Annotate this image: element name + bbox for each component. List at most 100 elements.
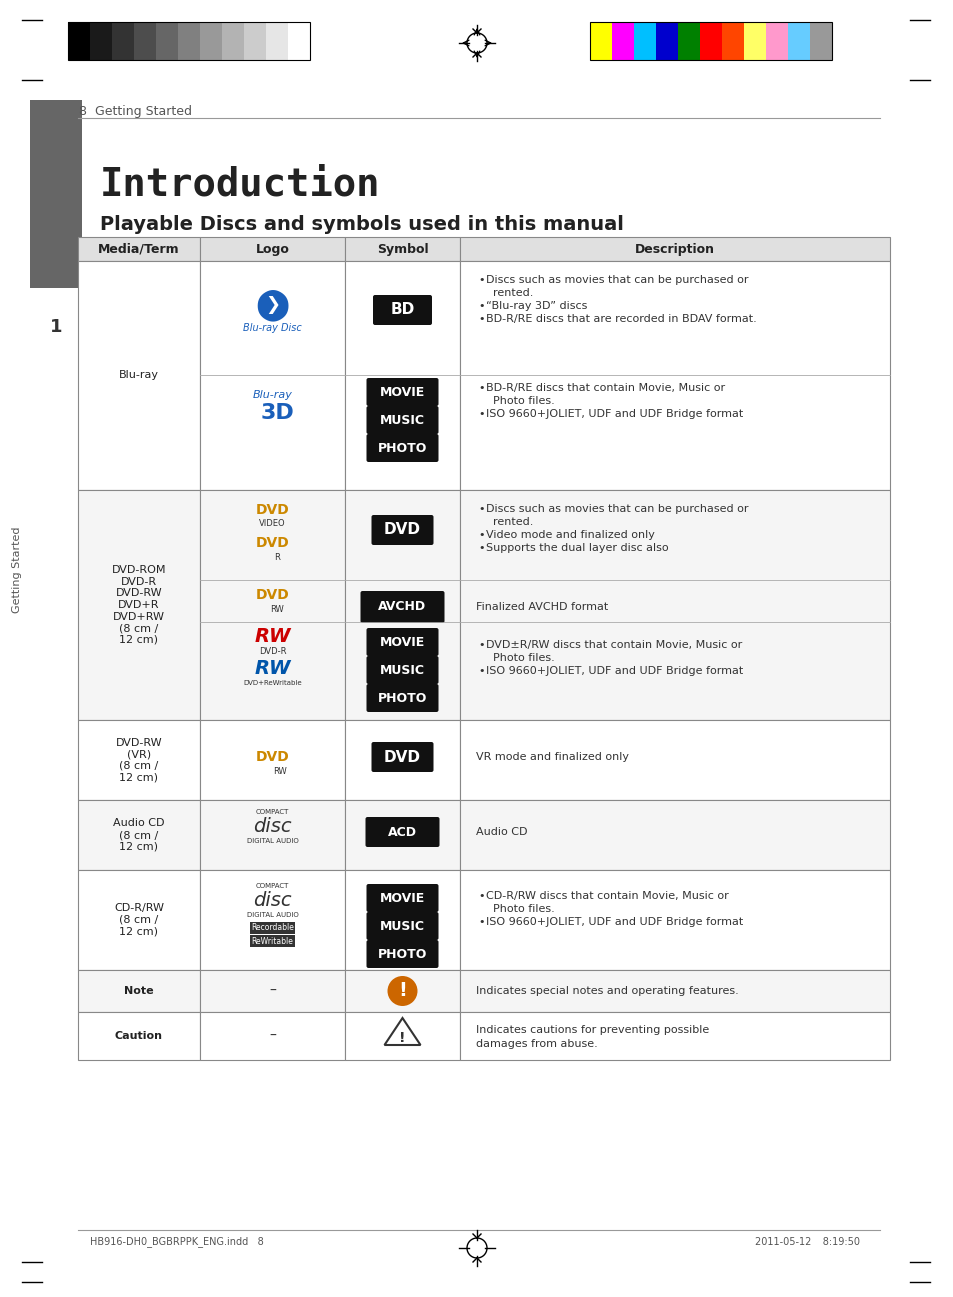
Bar — [78, 1012, 200, 1060]
Text: 2011-05-12    8:19:50: 2011-05-12 8:19:50 — [754, 1237, 859, 1246]
Text: Blu-ray Disc: Blu-ray Disc — [243, 323, 301, 333]
Text: DVD: DVD — [255, 503, 289, 518]
Bar — [678, 22, 700, 60]
Text: DVD±R/RW discs that contain Movie, Music or: DVD±R/RW discs that contain Movie, Music… — [485, 639, 741, 650]
Text: Photo files.: Photo files. — [485, 396, 554, 406]
FancyBboxPatch shape — [366, 885, 438, 912]
Bar — [200, 237, 345, 261]
Text: Caution: Caution — [115, 1031, 163, 1041]
Text: •: • — [477, 301, 484, 311]
Bar — [345, 237, 459, 261]
Text: rented.: rented. — [485, 518, 533, 527]
Bar — [200, 490, 345, 720]
Bar — [459, 800, 889, 870]
Bar — [200, 800, 345, 870]
FancyBboxPatch shape — [371, 742, 433, 772]
Bar — [345, 261, 459, 490]
Text: Getting Started: Getting Started — [95, 105, 192, 118]
Text: Indicates cautions for preventing possible: Indicates cautions for preventing possib… — [476, 1025, 708, 1035]
Text: 8: 8 — [78, 105, 86, 118]
Bar — [156, 22, 178, 60]
Bar — [345, 870, 459, 970]
Text: BD: BD — [390, 302, 415, 318]
Text: CD-R/RW
(8 cm /
12 cm): CD-R/RW (8 cm / 12 cm) — [113, 904, 164, 936]
Text: Audio CD: Audio CD — [476, 827, 527, 837]
Bar — [589, 22, 831, 60]
Text: 3D: 3D — [260, 403, 294, 423]
Bar — [78, 720, 200, 800]
Text: •: • — [477, 409, 484, 419]
Text: RW: RW — [271, 604, 284, 613]
Text: PHOTO: PHOTO — [377, 441, 427, 454]
Text: DIGITAL AUDIO: DIGITAL AUDIO — [247, 912, 298, 918]
Bar — [200, 1012, 345, 1060]
FancyBboxPatch shape — [366, 912, 438, 940]
Text: DVD: DVD — [255, 588, 289, 602]
Text: Supports the dual layer disc also: Supports the dual layer disc also — [485, 543, 668, 553]
Bar — [178, 22, 200, 60]
Text: RW: RW — [254, 659, 291, 677]
Bar — [589, 22, 612, 60]
Text: VR mode and finalized only: VR mode and finalized only — [476, 752, 628, 763]
Text: DVD: DVD — [255, 750, 289, 764]
Bar — [345, 1012, 459, 1060]
Text: Blu-ray: Blu-ray — [119, 371, 159, 380]
FancyBboxPatch shape — [366, 940, 438, 968]
Text: ISO 9660+JOLIET, UDF and UDF Bridge format: ISO 9660+JOLIET, UDF and UDF Bridge form… — [485, 409, 742, 419]
Text: DVD-ROM
DVD-R
DVD-RW
DVD+R
DVD+RW
(8 cm /
12 cm): DVD-ROM DVD-R DVD-RW DVD+R DVD+RW (8 cm … — [112, 565, 166, 645]
Text: Audio CD
(8 cm /
12 cm): Audio CD (8 cm / 12 cm) — [113, 818, 165, 852]
Bar — [809, 22, 831, 60]
Text: Video mode and finalized only: Video mode and finalized only — [485, 530, 654, 540]
Text: MUSIC: MUSIC — [379, 664, 424, 677]
Bar — [266, 22, 288, 60]
Text: rented.: rented. — [485, 288, 533, 298]
Text: DVD: DVD — [384, 750, 420, 764]
FancyBboxPatch shape — [373, 294, 432, 326]
Text: COMPACT: COMPACT — [255, 883, 289, 888]
Text: MOVIE: MOVIE — [379, 636, 425, 648]
Text: RW: RW — [274, 767, 287, 776]
Text: ACD: ACD — [388, 825, 416, 838]
Bar — [244, 22, 266, 60]
Text: damages from abuse.: damages from abuse. — [476, 1039, 598, 1049]
Bar — [222, 22, 244, 60]
Bar — [459, 720, 889, 800]
Bar — [78, 237, 200, 261]
Text: “Blu-ray 3D” discs: “Blu-ray 3D” discs — [485, 301, 587, 311]
Bar — [30, 100, 82, 291]
Text: •: • — [477, 383, 484, 393]
Text: Media/Term: Media/Term — [98, 243, 179, 256]
Text: CD-R/RW discs that contain Movie, Music or: CD-R/RW discs that contain Movie, Music … — [485, 891, 728, 901]
Text: DVD-R: DVD-R — [258, 647, 286, 656]
Text: ❯: ❯ — [265, 296, 280, 314]
Bar — [112, 22, 133, 60]
Text: DIGITAL AUDIO: DIGITAL AUDIO — [247, 838, 298, 844]
Text: BD-R/RE discs that are recorded in BDAV format.: BD-R/RE discs that are recorded in BDAV … — [485, 314, 756, 324]
Text: Indicates special notes and operating features.: Indicates special notes and operating fe… — [476, 986, 738, 996]
Text: DVD: DVD — [384, 523, 420, 537]
Text: •: • — [477, 543, 484, 553]
Text: Discs such as movies that can be purchased or: Discs such as movies that can be purchas… — [485, 505, 748, 514]
FancyBboxPatch shape — [366, 406, 438, 434]
Bar — [200, 720, 345, 800]
Bar — [78, 261, 200, 490]
Bar — [459, 261, 889, 490]
Text: Finalized AVCHD format: Finalized AVCHD format — [476, 602, 608, 612]
Bar — [288, 22, 310, 60]
Text: PHOTO: PHOTO — [377, 691, 427, 704]
Bar — [78, 800, 200, 870]
Bar — [133, 22, 156, 60]
Circle shape — [387, 977, 417, 1006]
Text: DVD+ReWritable: DVD+ReWritable — [243, 680, 301, 686]
Text: Introduction: Introduction — [100, 165, 380, 204]
Bar — [634, 22, 656, 60]
Bar — [200, 22, 222, 60]
Text: ISO 9660+JOLIET, UDF and UDF Bridge format: ISO 9660+JOLIET, UDF and UDF Bridge form… — [485, 665, 742, 676]
Bar — [743, 22, 765, 60]
Text: !: ! — [399, 1031, 405, 1045]
Text: Note: Note — [124, 986, 153, 996]
Text: BD-R/RE discs that contain Movie, Music or: BD-R/RE discs that contain Movie, Music … — [485, 383, 724, 393]
Bar — [459, 490, 889, 720]
FancyBboxPatch shape — [366, 684, 438, 712]
Text: Photo files.: Photo files. — [485, 904, 554, 914]
